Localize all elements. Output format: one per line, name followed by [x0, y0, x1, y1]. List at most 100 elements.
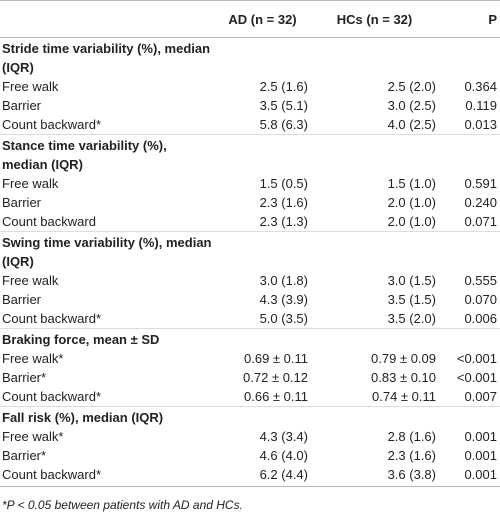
row-label: Free walk* [2, 351, 64, 366]
section-row: Swing time variability (%), median (IQR) [0, 231, 500, 271]
data-row: Barrier* 4.6 (4.0) 2.3 (1.6) 0.001 [0, 446, 500, 465]
value-cell: 4.6 (4.0) [259, 448, 308, 463]
empty-cell [439, 37, 500, 77]
value-cell: 0.364 [464, 79, 497, 94]
data-row: Count backward 2.3 (1.3) 2.0 (1.0) 0.071 [0, 212, 500, 232]
value-cell: 1.5 (1.0) [387, 176, 436, 191]
data-row: Free walk* 0.69 ± 0.11 0.79 ± 0.09 <0.001 [0, 349, 500, 368]
value-cell: 2.3 (1.3) [259, 214, 308, 229]
value-cell: 2.5 (1.6) [259, 79, 308, 94]
value-cell: 5.0 (3.5) [259, 311, 308, 326]
value-cell: 0.013 [464, 117, 497, 132]
value-cell: 3.5 (1.5) [387, 292, 436, 307]
section-title: Stance time variability (%), median (IQR… [0, 134, 215, 174]
value-cell: 0.007 [464, 389, 497, 404]
value-cell: 0.69 ± 0.11 [244, 351, 308, 366]
row-label: Count backward* [2, 389, 101, 404]
data-row: Count backward* 6.2 (4.4) 3.6 (3.8) 0.001 [0, 465, 500, 487]
empty-cell [311, 37, 439, 77]
value-cell: 4.3 (3.4) [259, 429, 308, 444]
row-label: Count backward [2, 214, 96, 229]
value-cell: 4.3 (3.9) [259, 292, 308, 307]
value-cell: 3.0 (1.8) [259, 273, 308, 288]
column-header: HCs (n = 32) [311, 0, 439, 38]
value-cell: 6.2 (4.4) [215, 465, 311, 487]
footnote: *P < 0.05 between patients with AD and H… [2, 498, 243, 512]
value-cell: 0.72 ± 0.12 [243, 370, 308, 385]
row-label: Free walk* [2, 429, 64, 444]
data-table: AD (n = 32) HCs (n = 32) P Stride time var… [0, 0, 500, 487]
empty-cell [215, 328, 311, 349]
row-label: Barrier [2, 195, 42, 210]
empty-cell [311, 406, 439, 427]
empty-cell [439, 134, 500, 174]
data-row: Free walk* 4.3 (3.4) 2.8 (1.6) 0.001 [0, 427, 500, 446]
section-title: Stride time variability (%), median (IQR… [0, 37, 215, 77]
empty-cell [215, 406, 311, 427]
row-label: Count backward* [0, 465, 215, 487]
value-cell: 0.006 [464, 311, 497, 326]
value-cell: 0.79 ± 0.09 [371, 351, 436, 366]
column-header: P [439, 0, 500, 38]
value-cell: <0.001 [456, 370, 497, 385]
empty-cell [215, 134, 311, 174]
section-row: Stride time variability (%), median (IQR… [0, 37, 500, 77]
empty-cell [439, 231, 500, 271]
data-row: Count backward* 5.0 (3.5) 3.5 (2.0) 0.006 [0, 309, 500, 329]
data-row: Free walk 1.5 (0.5) 1.5 (1.0) 0.591 [0, 174, 500, 193]
value-cell: 4.0 (2.5) [387, 117, 436, 132]
data-row: Count backward* 0.66 ± 0.11 0.74 ± 0.11 0.0… [0, 387, 500, 407]
empty-cell [439, 328, 500, 349]
value-cell: 2.0 (1.0) [387, 195, 436, 210]
row-label: Free walk [2, 79, 59, 94]
row-label: Barrier [2, 98, 42, 113]
empty-cell [311, 328, 439, 349]
value-cell: 3.0 (2.5) [387, 98, 436, 113]
section-row: Fall risk (%), median (IQR) [0, 406, 500, 427]
empty-cell [215, 231, 311, 271]
value-cell: 0.66 ± 0.11 [244, 389, 308, 404]
value-cell: 0.001 [464, 448, 497, 463]
value-cell: 3.5 (2.0) [387, 311, 436, 326]
row-label: Count backward* [2, 311, 101, 326]
data-row: Barrier* 0.72 ± 0.12 0.83 ± 0.10 <0.001 [0, 368, 500, 387]
value-cell: 0.070 [464, 292, 497, 307]
value-cell: 2.3 (1.6) [387, 448, 436, 463]
data-row: Count backward* 5.8 (6.3) 4.0 (2.5) 0.013 [0, 115, 500, 135]
value-cell: 0.74 ± 0.11 [372, 389, 436, 404]
value-cell: <0.001 [456, 351, 497, 366]
row-label: Free walk [2, 176, 59, 191]
value-cell: 0.555 [464, 273, 497, 288]
data-row: Free walk 3.0 (1.8) 3.0 (1.5) 0.555 [0, 271, 500, 290]
value-cell: 0.071 [464, 214, 497, 229]
value-cell: 3.5 (5.1) [259, 98, 308, 113]
header-row: AD (n = 32) HCs (n = 32) P [0, 0, 500, 38]
section-title: Braking force, mean ± SD [0, 328, 215, 349]
value-cell: 3.0 (1.5) [387, 273, 436, 288]
data-row: Barrier 3.5 (5.1) 3.0 (2.5) 0.119 [0, 96, 500, 115]
section-row: Stance time variability (%), median (IQR… [0, 134, 500, 174]
empty-cell [311, 134, 439, 174]
section-title: Swing time variability (%), median (IQR) [0, 231, 215, 271]
value-cell: 1.5 (0.5) [259, 176, 308, 191]
data-row: Barrier 2.3 (1.6) 2.0 (1.0) 0.240 [0, 193, 500, 212]
row-label: Barrier* [2, 370, 47, 385]
row-label: Free walk [2, 273, 59, 288]
value-cell: 0.591 [464, 176, 497, 191]
data-row: Free walk 2.5 (1.6) 2.5 (2.0) 0.364 [0, 77, 500, 96]
column-header: AD (n = 32) [215, 0, 311, 38]
row-label: Count backward* [2, 117, 101, 132]
empty-cell [439, 406, 500, 427]
value-cell: 0.240 [464, 195, 497, 210]
value-cell: 0.83 ± 0.10 [371, 370, 436, 385]
header-cell [0, 0, 215, 38]
section-row: Braking force, mean ± SD [0, 328, 500, 349]
value-cell: 2.8 (1.6) [387, 429, 436, 444]
value-cell: 3.6 (3.8) [311, 465, 439, 487]
value-cell: 2.0 (1.0) [387, 214, 436, 229]
value-cell: 0.001 [464, 429, 497, 444]
value-cell: 5.8 (6.3) [259, 117, 308, 132]
empty-cell [311, 231, 439, 271]
value-cell: 0.001 [439, 465, 500, 487]
